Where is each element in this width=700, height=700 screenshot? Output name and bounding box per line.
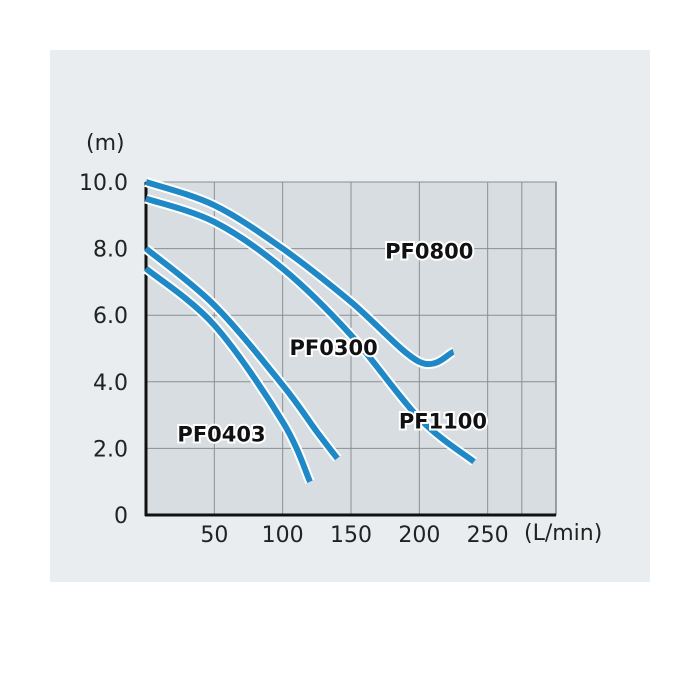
x-tick-label: 250 [467,523,509,548]
x-tick-label: 100 [262,523,304,548]
grid-lines [146,181,556,515]
x-tick-label: 150 [330,523,372,548]
y-tick-label: 8.0 [93,238,128,263]
series-label-pf0800: PF0800 [385,240,473,264]
y-tick-label: 0 [114,504,128,529]
axes [144,182,556,517]
y-tick-label: 10.0 [79,171,128,196]
y-tick-label: 2.0 [93,437,128,462]
series-labels: PF0800 PF1100 PF0300 PF0403 [175,238,489,449]
series-label-pf1100: PF1100 [399,409,487,433]
series-lines [142,177,478,484]
y-tick-label: 4.0 [93,371,128,396]
series-line-pf0403 [144,266,313,483]
series-label-pf0403: PF0403 [177,423,265,447]
tick-labels: 50 100 150 200 250 0 2.0 4.0 6.0 8.0 10.0 [79,171,509,548]
series-line-pf0300 [144,246,340,461]
series-line-pf0800 [145,179,455,368]
series-label-pf0300: PF0300 [290,336,378,360]
y-tick-label: 6.0 [93,304,128,329]
y-axis-unit-label: (m) [86,131,125,156]
x-tick-label: 50 [200,523,228,548]
x-axis-unit-label: (L/min) [524,521,602,546]
x-tick-label: 200 [398,523,440,548]
series-line-pf1100 [145,195,476,465]
